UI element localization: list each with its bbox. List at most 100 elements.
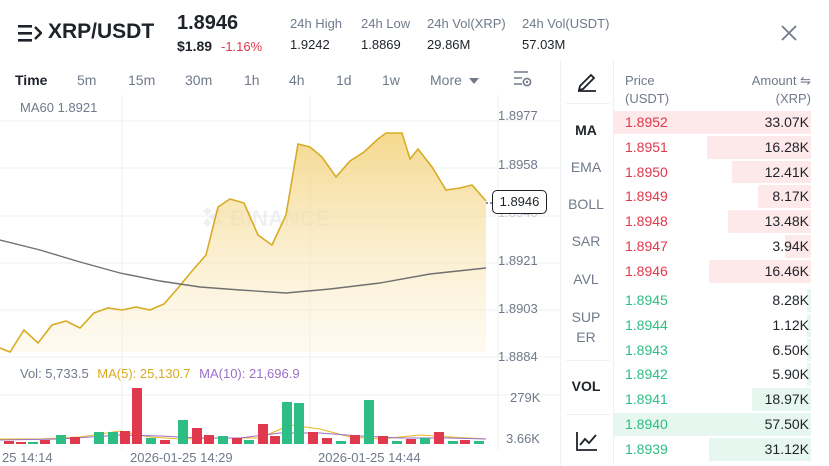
- order-price: 1.8944: [625, 316, 668, 333]
- bid-row[interactable]: 1.8941 18.97K: [614, 387, 811, 412]
- volume-bar: [146, 438, 156, 444]
- ask-row[interactable]: 1.8949 8.17K: [614, 184, 811, 209]
- stat-24h-high-label: 24h High: [290, 16, 343, 31]
- indicator-sar[interactable]: SAR: [571, 233, 601, 249]
- depth-bar: [757, 185, 811, 209]
- price-header-label: Price: [625, 73, 655, 88]
- indicator-ema[interactable]: EMA: [570, 159, 602, 175]
- order-price: 1.8939: [625, 440, 668, 457]
- ask-row[interactable]: 1.8946 16.46K: [614, 259, 811, 284]
- indicator-boll[interactable]: BOLL: [568, 196, 604, 212]
- volume-bar: [160, 440, 170, 444]
- indicator-avl[interactable]: AVL: [573, 271, 599, 287]
- tab-time[interactable]: Time: [15, 72, 48, 88]
- volume-bar: [192, 428, 202, 444]
- ask-row[interactable]: 1.8951 16.28K: [614, 135, 811, 160]
- volume-bar: [178, 420, 188, 444]
- vol-ma5-line: [0, 424, 487, 440]
- menu-icon[interactable]: [18, 24, 42, 42]
- tab-5m[interactable]: 5m: [77, 72, 97, 88]
- volume-bar: [94, 432, 104, 444]
- price-axis-label: 1.8884: [498, 349, 538, 364]
- ask-row[interactable]: 1.8952 33.07K: [614, 110, 811, 135]
- bid-row[interactable]: 1.8939 31.12K: [614, 437, 811, 462]
- ask-row[interactable]: 1.8947 3.94K: [614, 234, 811, 259]
- tab-1d[interactable]: 1d: [336, 72, 352, 88]
- vol-value: Vol: 5,733.5: [20, 366, 89, 381]
- price-axis-label: 1.8921: [498, 253, 538, 268]
- depth-bar: [732, 160, 811, 184]
- indicator-chart-icon[interactable]: [575, 430, 599, 452]
- order-price: 1.8942: [625, 366, 668, 383]
- volume-bar: [40, 440, 50, 444]
- indicator-super[interactable]: SUPER: [571, 309, 601, 345]
- volume-axis-label: 279K: [510, 390, 541, 405]
- pair-title[interactable]: XRP/USDT: [48, 20, 155, 43]
- depth-bar: [708, 259, 811, 283]
- stat-24h-high-value: 1.9242: [290, 37, 330, 52]
- order-amount: 33.07K: [764, 114, 809, 130]
- price-chart[interactable]: BINANCE: [0, 95, 560, 450]
- volume-bar: [258, 424, 268, 444]
- volume-bar: [120, 431, 130, 444]
- volume-bar: [406, 439, 416, 444]
- depth-bar: [614, 111, 811, 134]
- stat-24h-vol-xrp-label: 24h Vol(XRP): [427, 16, 506, 31]
- indicator-vol[interactable]: VOL: [571, 378, 601, 394]
- bid-row[interactable]: 1.8940 57.50K: [614, 412, 811, 437]
- order-amount: 3.94K: [772, 238, 809, 254]
- tab-more[interactable]: More: [430, 72, 479, 88]
- order-amount: 1.12K: [772, 316, 809, 333]
- order-price: 1.8947: [625, 238, 668, 254]
- tab-1w[interactable]: 1w: [382, 72, 400, 88]
- volume-bar: [460, 440, 470, 444]
- order-price: 1.8946: [625, 262, 668, 279]
- order-price: 1.8952: [625, 114, 668, 130]
- divider: [566, 103, 610, 104]
- time-axis-label: 25 14:14: [2, 450, 53, 465]
- price-axis-label: 1.8977: [498, 108, 538, 123]
- price-axis-label: 1.8958: [498, 157, 538, 172]
- tab-30m[interactable]: 30m: [185, 72, 213, 88]
- order-price: 1.8945: [625, 292, 668, 308]
- draw-tool-icon[interactable]: [576, 70, 598, 92]
- depth-bar: [807, 289, 811, 312]
- time-axis-label: 2026-01-25 14:44: [318, 450, 421, 465]
- tab-15m[interactable]: 15m: [128, 72, 156, 88]
- vol-ma10-value: MA(10): 21,696.9: [199, 366, 300, 381]
- depth-bar: [706, 135, 811, 159]
- volume-bar: [336, 441, 346, 444]
- order-price: 1.8948: [625, 213, 668, 230]
- indicator-ma[interactable]: MA: [575, 122, 597, 138]
- volume-bar: [392, 441, 402, 444]
- order-amount: 57.50K: [764, 416, 809, 432]
- volume-bar: [420, 438, 430, 444]
- volume-bar: [308, 432, 318, 444]
- order-amount: 6.50K: [772, 341, 809, 358]
- bid-row[interactable]: 1.8942 5.90K: [614, 362, 811, 387]
- close-icon[interactable]: [780, 24, 798, 42]
- volume-bar: [350, 435, 360, 444]
- depth-bar: [708, 437, 811, 461]
- last-price: 1.8946: [177, 12, 239, 34]
- ask-row[interactable]: 1.8948 13.48K: [614, 209, 811, 234]
- order-price: 1.8941: [625, 391, 668, 408]
- price-area-fill: [0, 133, 486, 352]
- order-price: 1.8950: [625, 163, 668, 180]
- orderbook-amount-header[interactable]: Amount ⇋ (XRP): [752, 72, 811, 108]
- volume-bar: [132, 388, 142, 444]
- bid-row[interactable]: 1.8945 8.28K: [614, 288, 811, 313]
- depth-bar: [785, 235, 811, 258]
- stat-24h-vol-xrp-value: 29.86M: [427, 37, 471, 52]
- volume-bar: [204, 435, 214, 444]
- volume-axis-label: 3.66K: [506, 431, 540, 446]
- chart-settings-icon[interactable]: [513, 70, 533, 88]
- ask-row[interactable]: 1.8950 12.41K: [614, 160, 811, 185]
- bid-row[interactable]: 1.8943 6.50K: [614, 338, 811, 363]
- tab-4h[interactable]: 4h: [289, 72, 305, 88]
- tab-1h[interactable]: 1h: [244, 72, 260, 88]
- depth-bar: [751, 388, 811, 411]
- bid-row[interactable]: 1.8944 1.12K: [614, 313, 811, 338]
- ma60-line: [0, 239, 487, 294]
- price-header-unit: (USDT): [625, 91, 670, 106]
